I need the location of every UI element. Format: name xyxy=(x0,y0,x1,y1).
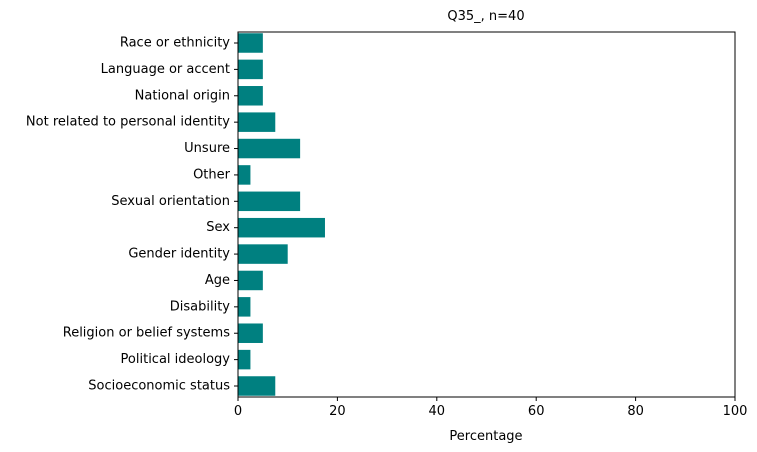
bar xyxy=(238,217,325,238)
y-tick-label: Language or accent xyxy=(101,62,230,77)
y-tick-label: Other xyxy=(193,167,231,182)
bar xyxy=(238,191,301,212)
bar xyxy=(238,349,251,370)
bar xyxy=(238,59,263,80)
chart-title: Q35_, n=40 xyxy=(447,9,524,24)
x-tick-label: 20 xyxy=(329,404,346,419)
y-tick-label: Socioeconomic status xyxy=(88,379,230,394)
y-tick-label: Religion or belief systems xyxy=(63,326,230,341)
bar xyxy=(238,165,251,185)
bars-group xyxy=(238,33,325,396)
bar xyxy=(238,138,301,159)
y-axis: Race or ethnicity Language or accent Natio… xyxy=(26,36,238,394)
x-tick-label: 0 xyxy=(234,404,242,419)
y-tick-label: Disability xyxy=(170,299,231,314)
y-tick-label: Political ideology xyxy=(121,352,231,367)
y-tick-label: Gender identity xyxy=(128,247,230,262)
bar xyxy=(238,33,263,53)
x-tick-label: 100 xyxy=(723,404,748,419)
y-tick-label: National origin xyxy=(135,88,230,103)
x-axis-label: Percentage xyxy=(449,429,522,444)
bar xyxy=(238,323,263,343)
x-tick-label: 40 xyxy=(429,404,446,419)
bar xyxy=(238,376,276,396)
y-tick-label: Sexual orientation xyxy=(111,194,230,209)
y-tick-label: Age xyxy=(205,273,230,288)
bar xyxy=(238,297,251,317)
y-tick-label: Unsure xyxy=(184,141,230,156)
bar xyxy=(238,112,276,132)
bar xyxy=(238,86,263,106)
y-tick-label: Sex xyxy=(206,220,230,235)
x-axis: 0 20 40 60 80 100 xyxy=(234,397,748,419)
bar xyxy=(238,244,288,264)
bar xyxy=(238,270,263,291)
y-tick-label: Race or ethnicity xyxy=(120,36,230,51)
x-tick-label: 80 xyxy=(627,404,644,419)
plot-frame xyxy=(237,31,736,398)
x-tick-label: 60 xyxy=(528,404,545,419)
y-tick-label: Not related to personal identity xyxy=(26,115,230,130)
